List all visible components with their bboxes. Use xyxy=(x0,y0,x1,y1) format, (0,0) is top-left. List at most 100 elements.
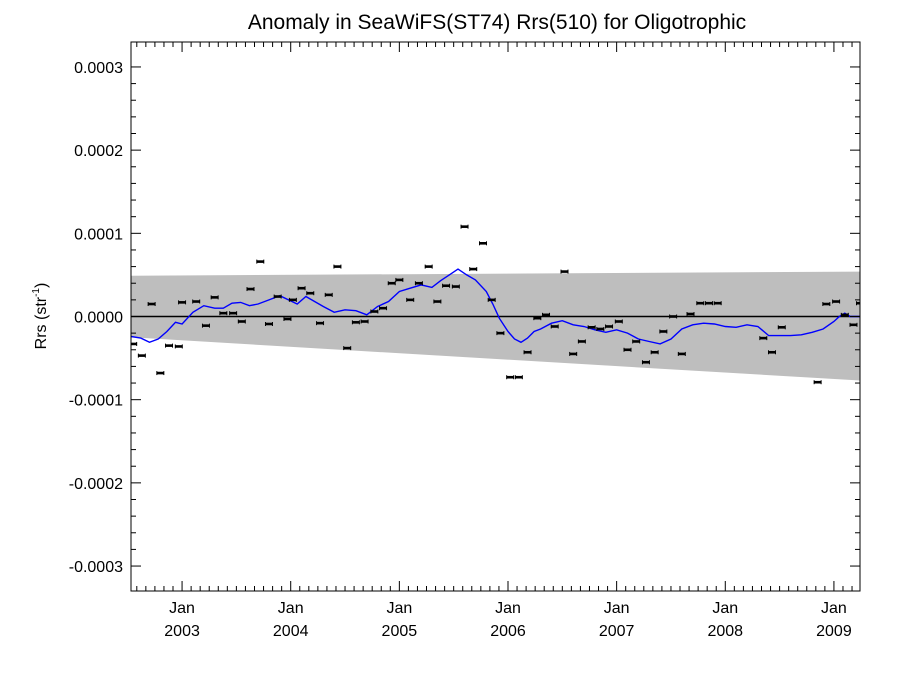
x-tick-label-month: Jan xyxy=(495,600,521,617)
confidence-band xyxy=(131,271,860,381)
x-tick-label-month: Jan xyxy=(169,600,195,617)
data-point xyxy=(343,346,352,351)
y-tick-label: -0.0001 xyxy=(69,393,123,410)
data-point xyxy=(496,331,505,336)
data-point xyxy=(178,300,187,305)
data-point xyxy=(387,281,396,286)
x-tick-label-year: 2008 xyxy=(707,623,743,640)
data-point xyxy=(514,375,523,380)
data-point xyxy=(360,319,369,324)
data-point xyxy=(469,267,478,272)
x-tick-label-year: 2009 xyxy=(816,623,852,640)
data-point xyxy=(523,350,532,355)
data-point xyxy=(316,321,325,326)
x-tick-label-year: 2007 xyxy=(599,623,635,640)
y-axis-label-main: Rrs (str xyxy=(33,296,50,349)
data-point xyxy=(210,295,219,300)
data-point xyxy=(333,264,342,269)
data-point xyxy=(777,325,786,330)
smoothed-anomaly-line xyxy=(131,268,860,345)
y-axis-label-close: ) xyxy=(33,283,50,288)
data-point xyxy=(840,312,849,317)
data-point xyxy=(569,351,578,356)
data-point xyxy=(433,299,442,304)
data-point xyxy=(324,292,333,297)
data-point xyxy=(550,324,559,329)
data-point xyxy=(264,321,273,326)
x-tick-label-month: Jan xyxy=(712,600,738,617)
y-tick-label: -0.0002 xyxy=(69,476,123,493)
data-point xyxy=(395,277,404,282)
data-point xyxy=(288,297,297,302)
data-point xyxy=(641,360,650,365)
data-point xyxy=(832,299,841,304)
data-point xyxy=(669,314,678,319)
data-point xyxy=(479,241,488,246)
y-ticks-layer: -0.0003 -0.0002 -0.0001 0.0000 0.0001 0.0002 0… xyxy=(69,60,860,576)
x-tick-label-year: 2004 xyxy=(273,623,309,640)
data-point xyxy=(713,301,722,306)
data-point xyxy=(273,294,282,299)
confidence-band-layer xyxy=(131,271,860,381)
data-point xyxy=(577,339,586,344)
data-point xyxy=(156,371,165,376)
data-point xyxy=(201,323,210,328)
data-point xyxy=(677,351,686,356)
x-ticks-layer: Jan 2003 Jan 2004 Jan 2005 Jan 2006 Jan 2007 Jan 20… xyxy=(136,42,853,640)
data-point xyxy=(487,297,496,302)
x-tick-label-year: 2003 xyxy=(164,623,200,640)
data-point xyxy=(424,264,433,269)
data-points-layer xyxy=(131,224,860,385)
data-point xyxy=(131,341,138,346)
data-point xyxy=(596,326,605,331)
data-point xyxy=(614,319,623,324)
data-point xyxy=(219,311,228,316)
data-point xyxy=(306,291,315,296)
data-point xyxy=(351,320,360,325)
y-axis-label-superscript: -1 xyxy=(31,288,42,297)
data-point xyxy=(767,350,776,355)
data-point xyxy=(623,347,632,352)
data-point xyxy=(442,283,451,288)
x-tick-label-year: 2006 xyxy=(490,623,526,640)
data-point xyxy=(587,325,596,330)
chart-title: Anomaly in SeaWiFS(ST74) Rrs(510) for Ol… xyxy=(248,11,746,34)
data-point xyxy=(759,336,768,341)
data-point xyxy=(283,316,292,321)
data-point xyxy=(460,224,469,229)
data-point xyxy=(822,302,831,307)
y-tick-label: 0.0000 xyxy=(74,310,123,327)
y-tick-label: 0.0001 xyxy=(74,226,123,243)
data-point xyxy=(137,353,146,358)
data-point xyxy=(696,301,705,306)
smoothed-line-layer xyxy=(131,268,860,345)
x-tick-label-month: Jan xyxy=(604,600,630,617)
data-point xyxy=(813,380,822,385)
data-point xyxy=(849,322,858,327)
data-point xyxy=(370,309,379,314)
data-point xyxy=(192,299,201,304)
data-point xyxy=(174,344,183,349)
y-tick-label: 0.0002 xyxy=(74,143,123,160)
y-axis-label: Rrs (str-1) xyxy=(31,283,50,350)
data-point xyxy=(379,306,388,311)
data-point xyxy=(256,259,265,264)
data-point xyxy=(560,269,569,274)
data-point xyxy=(451,284,460,289)
data-point xyxy=(147,302,156,307)
data-point xyxy=(414,281,423,286)
data-point xyxy=(659,329,668,334)
data-point xyxy=(533,316,542,321)
data-point xyxy=(297,286,306,291)
y-tick-label: 0.0003 xyxy=(74,60,123,77)
data-point xyxy=(506,375,515,380)
data-point xyxy=(237,319,246,324)
data-point xyxy=(632,339,641,344)
data-point xyxy=(165,343,174,348)
data-point xyxy=(704,301,713,306)
x-tick-label-month: Jan xyxy=(821,600,847,617)
data-point xyxy=(542,312,551,317)
data-point xyxy=(229,311,238,316)
data-point xyxy=(686,312,695,317)
